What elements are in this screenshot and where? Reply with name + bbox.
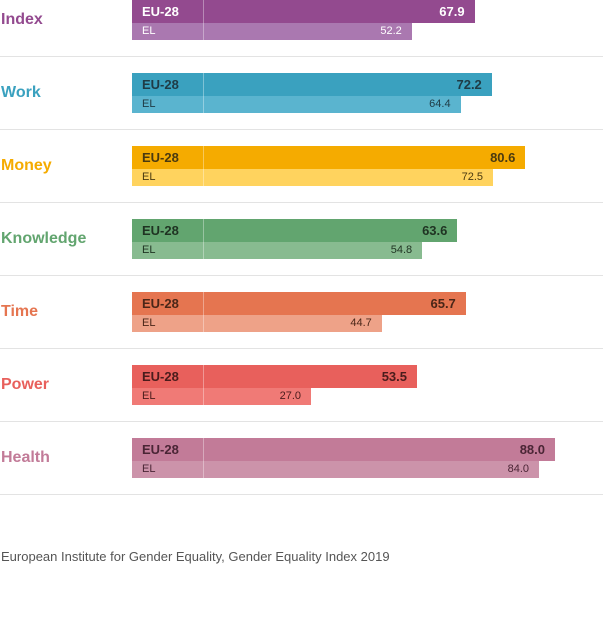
- eu28-bar: EU-28 65.7: [132, 292, 466, 315]
- bar-separator: [203, 146, 204, 169]
- eu28-bar: EU-28 53.5: [132, 365, 417, 388]
- el-bar: EL 54.8: [132, 242, 423, 259]
- source-note: European Institute for Gender Equality, …: [1, 549, 390, 564]
- section-divider: [0, 56, 603, 57]
- eu28-bar: EU-28 72.2: [132, 73, 492, 96]
- section-divider: [0, 202, 603, 203]
- value-label: 67.9: [439, 4, 465, 19]
- series-tag: EL: [142, 171, 156, 183]
- domain-label: Money: [1, 157, 52, 174]
- domain-section-index: Index EU-28 67.9 EL 52.2: [0, 0, 603, 73]
- bar-separator: [203, 388, 204, 405]
- value-label: 84.0: [507, 463, 529, 475]
- series-tag: EL: [142, 244, 156, 256]
- value-label: 54.8: [390, 244, 413, 256]
- series-tag: EL: [142, 317, 156, 329]
- bar-separator: [203, 292, 204, 315]
- el-bar: EL 72.5: [132, 169, 493, 186]
- domain-section-money: Money EU-28 80.6 EL 72.5: [0, 146, 603, 219]
- domain-section-power: Power EU-28 53.5 EL 27.0: [0, 365, 603, 438]
- section-divider: [0, 129, 603, 130]
- domain-section-knowledge: Knowledge EU-28 63.6 EL 54.8: [0, 219, 603, 292]
- value-label: 72.5: [461, 171, 483, 183]
- bar-separator: [203, 0, 204, 23]
- bar-separator: [203, 365, 204, 388]
- series-tag: EU-28: [142, 150, 179, 165]
- bar-separator: [203, 461, 204, 478]
- bar-separator: [203, 315, 204, 332]
- section-divider: [0, 494, 603, 495]
- eu28-bar: EU-28 80.6: [132, 146, 526, 169]
- domain-section-health: Health EU-28 88.0 EL 84.0: [0, 438, 603, 511]
- series-tag: EU-28: [142, 369, 179, 384]
- eu28-bar: EU-28 63.6: [132, 219, 458, 242]
- bar-separator: [203, 73, 204, 96]
- bar-separator: [203, 96, 204, 113]
- value-label: 52.2: [380, 25, 402, 37]
- section-divider: [0, 348, 603, 349]
- value-label: 53.5: [381, 369, 407, 384]
- domain-label: Time: [1, 303, 39, 320]
- bar-separator: [203, 169, 204, 186]
- series-tag: EL: [142, 463, 156, 475]
- el-bar: EL 84.0: [132, 461, 539, 478]
- domain-label: Work: [1, 84, 41, 101]
- series-tag: EU-28: [142, 442, 179, 457]
- el-bar: EL 27.0: [132, 388, 311, 405]
- series-tag: EU-28: [142, 4, 179, 19]
- series-tag: EU-28: [142, 223, 179, 238]
- value-label: 88.0: [519, 442, 545, 457]
- el-bar: EL 52.2: [132, 23, 412, 40]
- el-bar: EL 44.7: [132, 315, 382, 332]
- eu28-bar: EU-28 88.0: [132, 438, 555, 461]
- domain-label: Knowledge: [1, 230, 87, 247]
- series-tag: EU-28: [142, 296, 179, 311]
- value-label: 44.7: [350, 317, 372, 329]
- series-tag: EL: [142, 98, 156, 110]
- value-label: 64.4: [429, 98, 451, 110]
- value-label: 63.6: [422, 223, 448, 238]
- domain-label: Health: [1, 449, 50, 466]
- bar-separator: [203, 219, 204, 242]
- value-label: 27.0: [279, 390, 301, 402]
- series-tag: EL: [142, 390, 156, 402]
- bar-separator: [203, 23, 204, 40]
- domain-label: Power: [1, 376, 50, 393]
- domain-section-time: Time EU-28 65.7 EL 44.7: [0, 292, 603, 365]
- section-divider: [0, 275, 603, 276]
- value-label: 65.7: [430, 296, 456, 311]
- series-tag: EL: [142, 25, 156, 37]
- eu28-bar: EU-28 67.9: [132, 0, 475, 23]
- series-tag: EU-28: [142, 77, 179, 92]
- domain-section-work: Work EU-28 72.2 EL 64.4: [0, 73, 603, 146]
- bar-separator: [203, 438, 204, 461]
- section-divider: [0, 421, 603, 422]
- domain-label: Index: [1, 11, 43, 28]
- value-label: 80.6: [490, 150, 516, 165]
- bar-separator: [203, 242, 204, 259]
- value-label: 72.2: [456, 77, 482, 92]
- el-bar: EL 64.4: [132, 96, 461, 113]
